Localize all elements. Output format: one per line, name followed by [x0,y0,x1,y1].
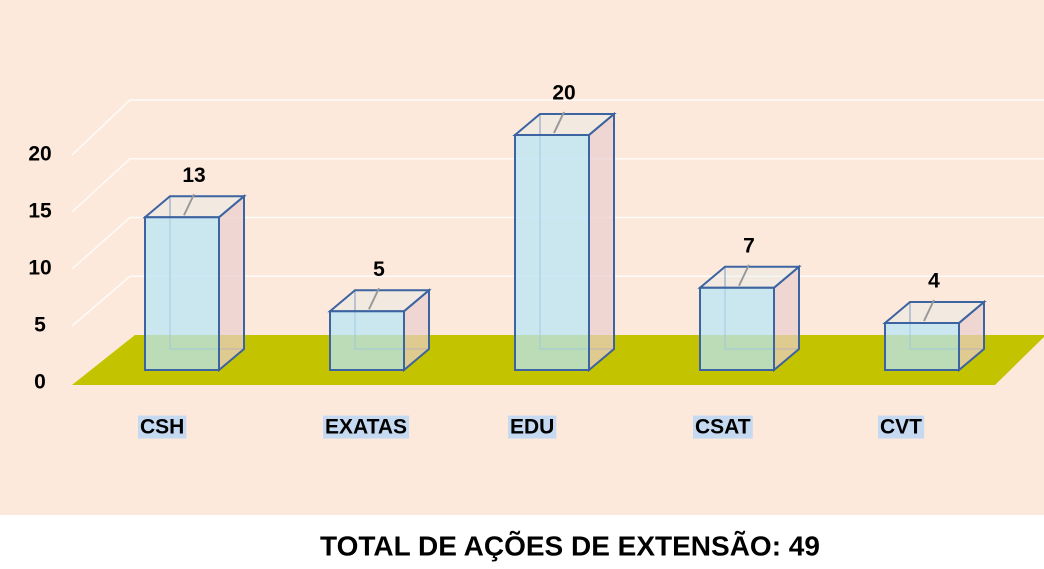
grid-line [71,216,1044,270]
bar-side [218,194,245,373]
x-tick-label-background [323,415,410,439]
x-tick-label-background [138,415,187,439]
x-tick-label-background [693,415,753,439]
value-label: 13 [182,164,205,187]
bar [697,264,802,373]
x-tick-label: EDU [510,416,554,439]
chart-title: TOTAL DE AÇÕES DE EXTENSÃO: 49 [320,530,820,561]
value-label: 7 [743,234,755,257]
bar [512,111,617,373]
x-tick-label: CVT [880,416,922,439]
bar-front [144,216,220,371]
bar [882,299,987,373]
x-tick-label: CSH [140,416,184,439]
x-tick-label: CSAT [695,416,751,439]
value-label: 5 [373,258,385,281]
leader-line [183,193,195,216]
bar-front [329,310,405,371]
grid-line [71,158,1044,213]
bar-side [588,111,615,373]
leader-line [923,299,935,322]
y-tick-label: 10 [28,257,51,280]
bar-front [699,286,775,371]
bar-front [514,134,590,371]
grid-line [71,99,1044,156]
y-tick-label: 20 [28,143,51,166]
y-tick-label: 0 [34,371,46,394]
x-tick-label-background [508,415,557,439]
x-tick-label-background [878,415,925,439]
leader-line [553,111,565,134]
grid-line [71,275,1044,327]
value-label: 4 [928,270,940,293]
value-label: 20 [552,82,575,105]
bar-front [884,322,960,371]
x-tick-label: EXATAS [325,416,407,439]
y-tick-label: 15 [28,200,52,223]
leader-line [738,264,750,287]
bar [142,193,247,373]
leader-line [368,287,380,310]
bar [327,287,432,373]
y-tick-label: 5 [34,314,46,337]
